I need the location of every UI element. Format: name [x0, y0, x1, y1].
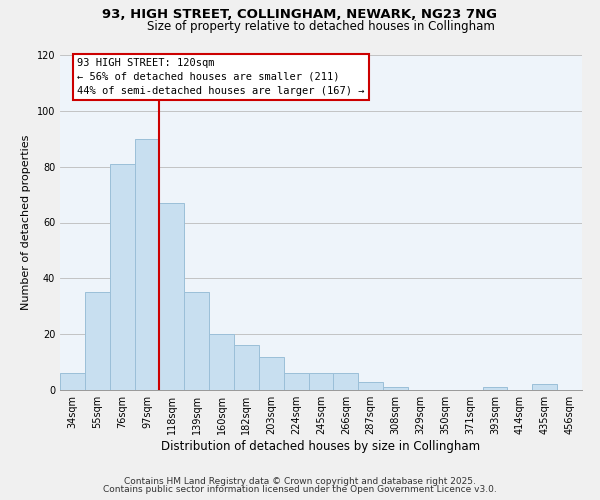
- Bar: [60, 373, 85, 390]
- Bar: [85, 292, 110, 390]
- Bar: [383, 387, 408, 390]
- Bar: [134, 138, 160, 390]
- Bar: [184, 292, 209, 390]
- Text: Contains HM Land Registry data © Crown copyright and database right 2025.: Contains HM Land Registry data © Crown c…: [124, 477, 476, 486]
- Bar: [308, 373, 334, 390]
- Bar: [160, 203, 184, 390]
- Bar: [532, 384, 557, 390]
- Bar: [110, 164, 134, 390]
- Text: Contains public sector information licensed under the Open Government Licence v3: Contains public sector information licen…: [103, 485, 497, 494]
- Title: Size of property relative to detached houses in Collingham: Size of property relative to detached ho…: [147, 20, 495, 33]
- Bar: [284, 373, 308, 390]
- Bar: [482, 387, 508, 390]
- Bar: [209, 334, 234, 390]
- Y-axis label: Number of detached properties: Number of detached properties: [21, 135, 31, 310]
- Bar: [334, 373, 358, 390]
- Text: 93 HIGH STREET: 120sqm
← 56% of detached houses are smaller (211)
44% of semi-de: 93 HIGH STREET: 120sqm ← 56% of detached…: [77, 58, 365, 96]
- X-axis label: Distribution of detached houses by size in Collingham: Distribution of detached houses by size …: [161, 440, 481, 453]
- Bar: [259, 356, 284, 390]
- Text: 93, HIGH STREET, COLLINGHAM, NEWARK, NG23 7NG: 93, HIGH STREET, COLLINGHAM, NEWARK, NG2…: [103, 8, 497, 20]
- Bar: [234, 346, 259, 390]
- Bar: [358, 382, 383, 390]
